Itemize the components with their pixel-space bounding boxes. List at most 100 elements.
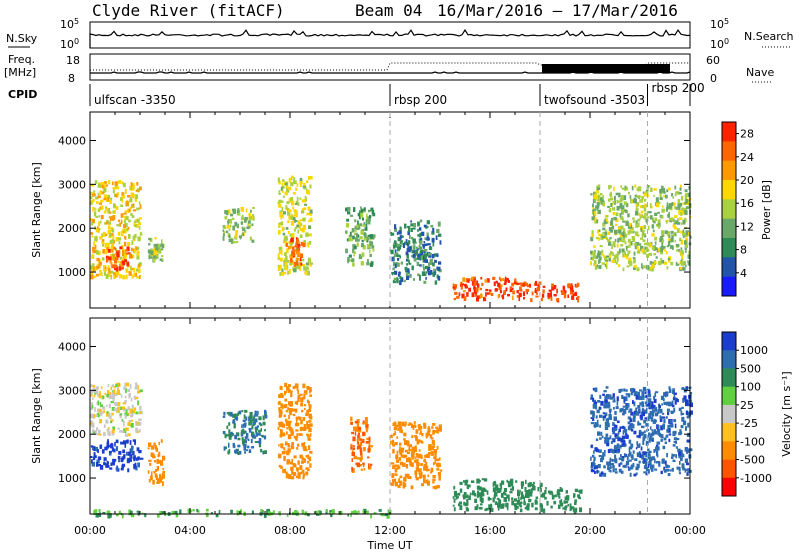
data-cell [500, 493, 504, 498]
data-cell [598, 200, 602, 204]
data-cell [416, 453, 420, 458]
data-cell [476, 493, 481, 497]
data-cell [90, 191, 92, 196]
data-cell [638, 423, 642, 426]
data-cell [117, 427, 120, 430]
data-cell [636, 463, 640, 468]
data-cell [653, 395, 656, 400]
data-cell [630, 443, 634, 448]
data-cell [622, 237, 626, 241]
data-cell [466, 484, 470, 490]
data-cell [476, 491, 479, 494]
data-cell [272, 510, 275, 514]
data-cell [658, 248, 661, 252]
data-cell [394, 280, 396, 284]
data-cell [392, 480, 394, 484]
data-cell [286, 450, 290, 456]
data-cell [410, 485, 414, 490]
data-cell [596, 409, 600, 414]
data-cell [620, 457, 625, 462]
data-cell [117, 389, 120, 394]
data-cell [630, 260, 633, 266]
data-cell [129, 454, 133, 457]
data-cell [672, 218, 675, 222]
data-cell [595, 423, 599, 427]
data-cell [134, 233, 137, 238]
data-cell [365, 440, 369, 444]
data-cell [284, 262, 288, 267]
data-cell [350, 422, 353, 425]
data-cell [110, 275, 113, 280]
data-cell [594, 404, 598, 410]
data-cell [210, 512, 213, 515]
data-cell [112, 462, 115, 466]
data-cell [281, 451, 286, 455]
data-cell [371, 209, 375, 215]
data-cell [294, 401, 298, 405]
data-cell [423, 280, 427, 284]
data-cell [502, 294, 505, 300]
data-cell [431, 439, 435, 444]
data-cell [669, 220, 672, 223]
data-cell [648, 437, 652, 442]
data-cell [103, 197, 107, 201]
data-cell [290, 432, 293, 436]
data-cell [639, 402, 642, 406]
data-cell [628, 410, 632, 413]
data-cell [668, 238, 672, 243]
data-cell [527, 483, 532, 488]
data-cell [361, 239, 364, 243]
data-cell [285, 418, 288, 423]
data-cell [122, 275, 126, 280]
data-cell [373, 512, 377, 515]
data-cell [479, 507, 482, 510]
data-cell [112, 189, 115, 194]
data-cell [601, 249, 604, 254]
data-cell [222, 415, 226, 418]
data-cell [102, 410, 106, 413]
data-cell [622, 426, 625, 430]
data-cell [417, 253, 421, 258]
data-cell [258, 438, 261, 441]
data-cell [687, 260, 690, 266]
data-cell [119, 256, 123, 260]
data-cell [594, 422, 597, 427]
data-cell [280, 222, 284, 226]
data-cell [647, 448, 650, 452]
data-cell [150, 250, 154, 256]
data-cell [498, 499, 502, 505]
data-cell [637, 222, 640, 228]
data-cell [222, 235, 225, 241]
data-cell [633, 267, 635, 270]
data-cell [474, 293, 477, 297]
data-cell [680, 250, 684, 255]
data-cell [687, 260, 691, 263]
data-cell [511, 486, 514, 491]
data-cell [655, 197, 659, 202]
data-cell [632, 239, 636, 242]
data-cell [603, 465, 606, 469]
data-cell [110, 420, 113, 424]
data-cell [466, 502, 469, 506]
velocity-cbar-label: Velocity [m s⁻¹] [780, 371, 793, 456]
data-cell [604, 399, 608, 403]
data-cell [133, 465, 137, 470]
data-cell [514, 278, 517, 282]
nave-label: Nave [746, 66, 774, 79]
data-cell [626, 265, 629, 268]
data-cell [498, 276, 501, 280]
data-cell [570, 284, 573, 288]
data-cell [660, 395, 665, 401]
data-cell [224, 210, 228, 215]
data-cell [676, 263, 680, 266]
data-cell [399, 450, 402, 456]
data-cell [517, 491, 521, 496]
data-cell [665, 392, 669, 397]
data-cell [473, 282, 477, 287]
data-cell [687, 468, 690, 473]
data-cell [424, 254, 427, 260]
data-cell [152, 479, 155, 485]
data-cell [592, 251, 596, 256]
data-cell [116, 251, 119, 257]
cpid-mode-label: twofsound -3503 [544, 93, 645, 107]
